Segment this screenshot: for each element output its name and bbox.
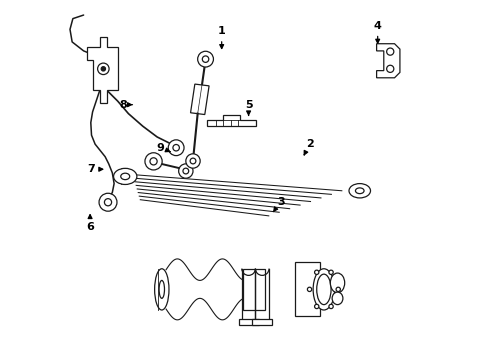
- Bar: [295, 262, 319, 316]
- Text: 9: 9: [157, 143, 170, 153]
- Ellipse shape: [159, 280, 165, 298]
- Text: 1: 1: [218, 26, 225, 49]
- Circle shape: [329, 304, 333, 309]
- Bar: [243, 269, 265, 310]
- Circle shape: [186, 154, 200, 168]
- Polygon shape: [87, 37, 118, 103]
- Circle shape: [202, 56, 209, 62]
- Text: 2: 2: [304, 139, 314, 155]
- Bar: [239, 319, 259, 324]
- Ellipse shape: [317, 274, 331, 305]
- Ellipse shape: [332, 292, 343, 305]
- Circle shape: [190, 158, 196, 164]
- Circle shape: [101, 67, 105, 71]
- Text: 7: 7: [88, 164, 103, 174]
- Ellipse shape: [355, 188, 364, 194]
- Polygon shape: [191, 84, 209, 114]
- Circle shape: [387, 65, 394, 72]
- Circle shape: [145, 153, 162, 170]
- Circle shape: [315, 270, 319, 274]
- Circle shape: [336, 287, 341, 292]
- Text: 3: 3: [273, 197, 285, 212]
- Polygon shape: [377, 44, 400, 78]
- Circle shape: [179, 164, 193, 178]
- Circle shape: [329, 270, 333, 274]
- Polygon shape: [207, 115, 256, 126]
- Circle shape: [183, 168, 189, 174]
- Circle shape: [104, 199, 112, 206]
- Text: 5: 5: [245, 100, 252, 116]
- Ellipse shape: [349, 184, 370, 198]
- Ellipse shape: [330, 273, 344, 293]
- Text: 6: 6: [86, 215, 94, 231]
- Text: 8: 8: [119, 100, 132, 110]
- Circle shape: [99, 193, 117, 211]
- Circle shape: [150, 158, 157, 165]
- Circle shape: [387, 48, 394, 55]
- Bar: [252, 319, 272, 324]
- Circle shape: [173, 144, 179, 151]
- Ellipse shape: [155, 269, 169, 310]
- Ellipse shape: [114, 168, 137, 184]
- Circle shape: [168, 140, 184, 156]
- Circle shape: [197, 51, 214, 67]
- Ellipse shape: [313, 269, 335, 310]
- Ellipse shape: [121, 173, 130, 180]
- Circle shape: [98, 63, 109, 75]
- Circle shape: [315, 304, 319, 309]
- Text: 4: 4: [374, 21, 382, 43]
- Circle shape: [307, 287, 312, 292]
